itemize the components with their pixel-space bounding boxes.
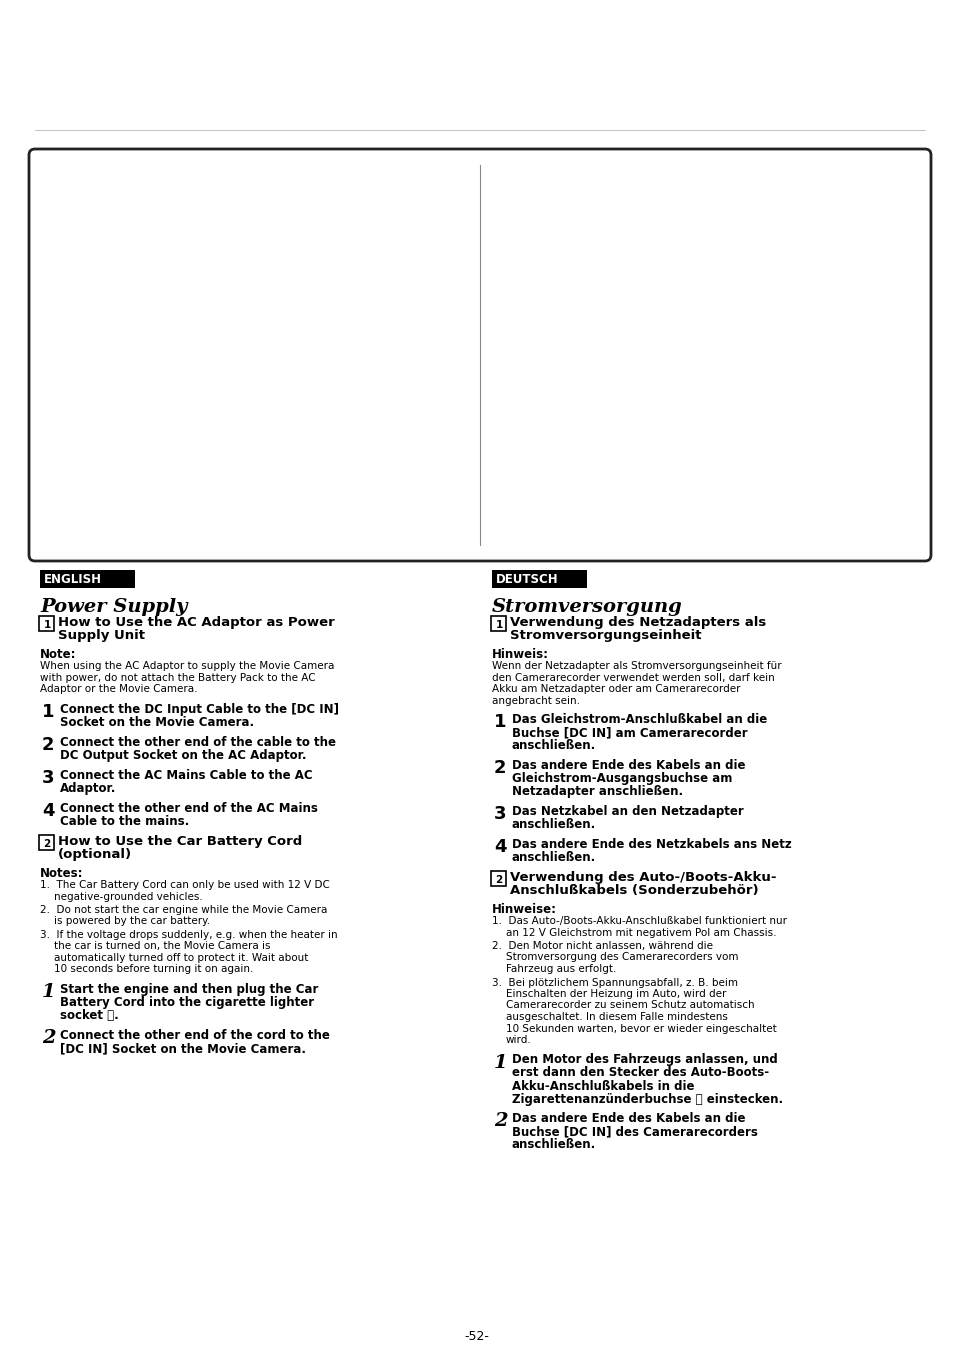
Text: Supply Unit: Supply Unit — [58, 630, 145, 642]
Text: Power Supply: Power Supply — [40, 599, 188, 616]
Text: 1: 1 — [42, 983, 55, 1002]
Text: 1.  The Car Battery Cord can only be used with 12 V DC: 1. The Car Battery Cord can only be used… — [40, 880, 330, 890]
Text: Anschlußkabels (Sonderzubehör): Anschlußkabels (Sonderzubehör) — [510, 884, 758, 896]
Text: Buchse [DC IN] am Camerarecorder: Buchse [DC IN] am Camerarecorder — [512, 727, 747, 739]
Text: 10 seconds before turning it on again.: 10 seconds before turning it on again. — [54, 965, 253, 975]
Text: Start the engine and then plug the Car: Start the engine and then plug the Car — [60, 983, 318, 996]
Text: Adaptor.: Adaptor. — [60, 782, 116, 795]
Text: Connect the other end of the AC Mains: Connect the other end of the AC Mains — [60, 802, 317, 816]
Text: 2: 2 — [42, 736, 54, 754]
Text: Stromversorgung: Stromversorgung — [492, 599, 682, 616]
Text: 2.  Do not start the car engine while the Movie Camera: 2. Do not start the car engine while the… — [40, 905, 327, 915]
FancyBboxPatch shape — [491, 616, 506, 631]
Text: the car is turned on, the Movie Camera is: the car is turned on, the Movie Camera i… — [54, 941, 271, 952]
Text: (optional): (optional) — [58, 848, 132, 861]
Text: Das andere Ende des Netzkabels ans Netz: Das andere Ende des Netzkabels ans Netz — [512, 838, 791, 851]
Text: Das Netzkabel an den Netzadapter: Das Netzkabel an den Netzadapter — [512, 805, 743, 818]
Text: 1: 1 — [494, 1054, 507, 1072]
Text: Netzadapter anschließen.: Netzadapter anschließen. — [512, 785, 682, 798]
FancyBboxPatch shape — [39, 616, 54, 631]
Text: Akku-Anschlußkabels in die: Akku-Anschlußkabels in die — [512, 1080, 694, 1092]
Text: Einschalten der Heizung im Auto, wird der: Einschalten der Heizung im Auto, wird de… — [505, 989, 725, 999]
Text: 1.  Das Auto-/Boots-Akku-Anschlußkabel funktioniert nur: 1. Das Auto-/Boots-Akku-Anschlußkabel fu… — [492, 917, 786, 926]
Text: Connect the other end of the cable to the: Connect the other end of the cable to th… — [60, 736, 335, 749]
Text: When using the AC Adaptor to supply the Movie Camera
with power, do not attach t: When using the AC Adaptor to supply the … — [40, 661, 334, 694]
Text: 2: 2 — [42, 1029, 55, 1047]
Text: automatically turned off to protect it. Wait about: automatically turned off to protect it. … — [54, 953, 308, 962]
Text: Cable to the mains.: Cable to the mains. — [60, 816, 189, 828]
Text: Battery Cord into the cigarette lighter: Battery Cord into the cigarette lighter — [60, 996, 314, 1010]
Text: 2: 2 — [494, 759, 506, 776]
FancyBboxPatch shape — [491, 871, 506, 886]
Text: Note:: Note: — [40, 648, 76, 661]
Text: Verwendung des Netzadapters als: Verwendung des Netzadapters als — [510, 616, 765, 630]
Text: anschließen.: anschließen. — [512, 818, 596, 830]
Text: Notes:: Notes: — [40, 867, 84, 880]
Text: How to Use the AC Adaptor as Power: How to Use the AC Adaptor as Power — [58, 616, 335, 630]
Text: 10 Sekunden warten, bevor er wieder eingeschaltet: 10 Sekunden warten, bevor er wieder eing… — [505, 1023, 776, 1034]
Text: an 12 V Gleichstrom mit negativem Pol am Chassis.: an 12 V Gleichstrom mit negativem Pol am… — [505, 927, 776, 937]
Text: anschließen.: anschließen. — [512, 739, 596, 752]
FancyBboxPatch shape — [29, 150, 930, 561]
Text: 1: 1 — [43, 620, 51, 630]
Text: Das andere Ende des Kabels an die: Das andere Ende des Kabels an die — [512, 1112, 744, 1126]
Text: wird.: wird. — [505, 1035, 531, 1045]
Text: Connect the other end of the cord to the: Connect the other end of the cord to the — [60, 1029, 330, 1042]
Text: Das Gleichstrom-Anschlußkabel an die: Das Gleichstrom-Anschlußkabel an die — [512, 713, 766, 727]
Text: Connect the DC Input Cable to the [DC IN]: Connect the DC Input Cable to the [DC IN… — [60, 704, 338, 716]
Text: 1: 1 — [42, 704, 54, 721]
Text: DC Output Socket on the AC Adaptor.: DC Output Socket on the AC Adaptor. — [60, 749, 306, 762]
Text: erst dann den Stecker des Auto-Boots-: erst dann den Stecker des Auto-Boots- — [512, 1066, 768, 1080]
Text: Buchse [DC IN] des Camerarecorders: Buchse [DC IN] des Camerarecorders — [512, 1126, 757, 1139]
Text: anschließen.: anschließen. — [512, 1139, 596, 1151]
Text: Camerarecorder zu seinem Schutz automatisch: Camerarecorder zu seinem Schutz automati… — [505, 1000, 754, 1011]
Text: Socket on the Movie Camera.: Socket on the Movie Camera. — [60, 716, 253, 729]
Text: 2: 2 — [495, 875, 502, 886]
Text: Verwendung des Auto-/Boots-Akku-: Verwendung des Auto-/Boots-Akku- — [510, 871, 776, 884]
Text: 1: 1 — [495, 620, 502, 630]
Text: Connect the AC Mains Cable to the AC: Connect the AC Mains Cable to the AC — [60, 768, 313, 782]
Text: Hinweis:: Hinweis: — [492, 648, 548, 661]
Text: [DC IN] Socket on the Movie Camera.: [DC IN] Socket on the Movie Camera. — [60, 1042, 306, 1055]
Text: 2: 2 — [43, 838, 51, 849]
Text: is powered by the car battery.: is powered by the car battery. — [54, 917, 210, 926]
Text: 4: 4 — [42, 802, 54, 820]
Text: socket ⓫.: socket ⓫. — [60, 1010, 118, 1022]
Text: 3: 3 — [42, 768, 54, 787]
Text: ENGLISH: ENGLISH — [44, 573, 102, 586]
Text: Hinweise:: Hinweise: — [492, 903, 557, 917]
Text: Das andere Ende des Kabels an die: Das andere Ende des Kabels an die — [512, 759, 744, 772]
Text: 4: 4 — [494, 838, 506, 856]
Text: Fahrzeug aus erfolgt.: Fahrzeug aus erfolgt. — [505, 964, 616, 975]
Text: 2: 2 — [494, 1112, 507, 1131]
Text: Stromversorgungseinheit: Stromversorgungseinheit — [510, 630, 700, 642]
Text: ausgeschaltet. In diesem Falle mindestens: ausgeschaltet. In diesem Falle mindesten… — [505, 1012, 727, 1022]
Text: Gleichstrom-Ausgangsbuchse am: Gleichstrom-Ausgangsbuchse am — [512, 772, 732, 785]
FancyBboxPatch shape — [492, 570, 586, 588]
Text: Wenn der Netzadapter als Stromversorgungseinheit für
den Camerarecorder verwende: Wenn der Netzadapter als Stromversorgung… — [492, 661, 781, 706]
Text: Stromversorgung des Camerarecorders vom: Stromversorgung des Camerarecorders vom — [505, 953, 738, 962]
Text: DEUTSCH: DEUTSCH — [496, 573, 558, 586]
Text: negative-grounded vehicles.: negative-grounded vehicles. — [54, 891, 203, 902]
FancyBboxPatch shape — [40, 570, 135, 588]
Text: anschließen.: anschließen. — [512, 851, 596, 864]
Text: 3.  Bei plötzlichem Spannungsabfall, z. B. beim: 3. Bei plötzlichem Spannungsabfall, z. B… — [492, 977, 738, 988]
Text: How to Use the Car Battery Cord: How to Use the Car Battery Cord — [58, 834, 302, 848]
Text: 1: 1 — [494, 713, 506, 731]
Text: 2.  Den Motor nicht anlassen, während die: 2. Den Motor nicht anlassen, während die — [492, 941, 712, 950]
Text: 3.  If the voltage drops suddenly, e.g. when the heater in: 3. If the voltage drops suddenly, e.g. w… — [40, 930, 337, 940]
Text: Zigarettenanzünderbuchse ⓫ einstecken.: Zigarettenanzünderbuchse ⓫ einstecken. — [512, 1092, 782, 1105]
Text: 3: 3 — [494, 805, 506, 824]
Text: -52-: -52- — [464, 1330, 489, 1343]
FancyBboxPatch shape — [39, 834, 54, 849]
Text: Den Motor des Fahrzeugs anlassen, und: Den Motor des Fahrzeugs anlassen, und — [512, 1054, 777, 1066]
